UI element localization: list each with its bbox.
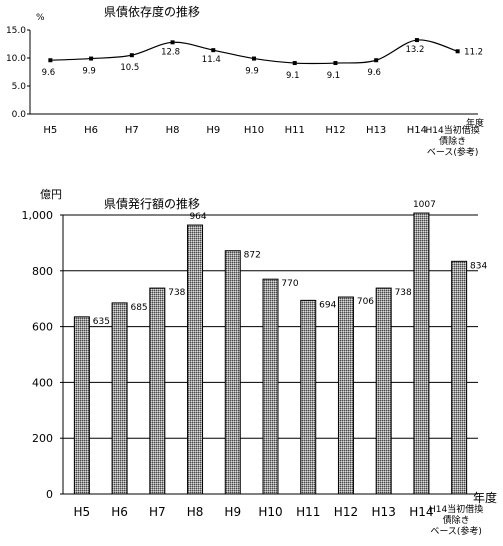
bar-chart-bar [413,212,430,495]
line-chart-point [374,58,379,63]
bar-chart-x-tick-label: H10 [258,505,282,519]
line-chart-point [455,49,460,54]
line-chart-data-label: 12.8 [161,47,180,57]
bar-chart-data-label: 694 [319,300,336,310]
bar-chart-x-unit-label: 年度 [473,490,497,505]
bar-chart-bar [111,302,128,495]
bar-chart-x-tick-label: H13 [372,505,396,519]
bar-chart-bar [224,250,241,495]
bar-chart-bar [375,287,392,495]
bar-chart-data-label: 834 [470,261,487,271]
bar-chart-data-label: 706 [357,297,374,307]
bar-chart-y-tick-label: 600 [32,321,53,334]
line-chart: 0.0 5.0 10.0 15.0 9.6 9.9 10.5 12.8 11.4 9.9 9.1 9.… [6,26,483,158]
line-chart-x-tick-label: H6 [84,125,98,136]
bar-chart-x-tick-label: H12 [334,505,358,519]
bar-chart-x-tick-label: H9 [224,505,241,519]
line-chart-x-tick-label: ベース(参考) [427,146,479,158]
bar-chart-y-tick-label: 0 [46,488,53,501]
bar-chart-bar [300,299,317,495]
line-chart-y-tick-label: 0.0 [12,110,27,120]
line-chart-point [414,38,419,43]
bar-chart-bar [451,260,468,495]
bar-chart-data-label: 635 [93,317,110,327]
line-chart-point [333,61,338,66]
line-chart-x-tick-label: 債除き [439,135,466,147]
line-chart-point [89,56,94,61]
bar-chart-data-label: 964 [189,212,206,222]
line-chart-x-tick-label: H10 [244,125,264,136]
line-chart-point [292,61,297,66]
bar-chart-unit-label: 億円 [40,188,62,201]
bar-chart: 0 200 400 600 800 1,000 635 685 738 964 872 770 694 7… [22,200,488,537]
bar-chart-y-tick-label: 800 [32,265,53,278]
line-chart-data-label: 10.5 [120,63,139,73]
line-chart-data-label: 9.9 [245,67,259,77]
line-chart-point [48,58,53,63]
bar-chart-data-label: 738 [168,288,185,298]
bar-chart-y-tick-label: 1,000 [22,209,54,222]
line-chart-x-tick-label: H14当初借換 [426,124,480,136]
bar-chart-bar [187,224,204,495]
line-chart-y-tick-label: 10.0 [6,54,26,64]
line-chart-point [211,48,216,53]
line-chart-data-label: 13.2 [405,45,424,55]
line-chart-x-tick-label: H9 [206,125,220,136]
bar-chart-title: 県債発行額の推移 [104,196,200,211]
line-chart-x-tick-label: H7 [125,125,139,136]
bar-chart-x-tick-label: H14 [409,505,433,519]
line-chart-data-label: 11.4 [202,55,221,65]
line-chart-x-tick-label: H11 [285,125,305,136]
bar-chart-data-label: 1007 [413,200,436,210]
bar-chart-bar [262,278,279,495]
bar-chart-x-tick-label: 債除き [443,514,470,526]
bar-chart-x-tick-label: H7 [149,505,166,519]
bar-chart-x-tick-label: H14当初借換 [429,503,483,515]
line-chart-unit-label: % [36,13,45,23]
line-chart-title: 県債依存度の推移 [104,4,200,19]
line-chart-x-tick-label: H13 [366,125,386,136]
line-chart-x-tick-label: H12 [325,125,345,136]
bar-chart-x-tick-label: H8 [187,505,204,519]
line-chart-point [252,56,256,61]
bar-chart-bar [337,296,354,495]
line-chart-x-tick-label: H8 [166,125,180,136]
line-chart-data-label: 9.1 [286,71,300,81]
bar-chart-x-tick-label: H11 [296,505,320,519]
line-chart-x-unit-label: 年度 [466,117,484,129]
line-chart-x-tick-label: H5 [43,125,57,136]
line-chart-point [129,53,134,58]
bar-chart-x-tick-label: H5 [74,505,91,519]
line-chart-y-tick-label: 15.0 [6,26,26,36]
line-chart-data-label: 9.6 [367,68,381,78]
bar-chart-data-label: 738 [395,288,412,298]
line-chart-data-label: 9.9 [82,67,96,77]
bar-chart-x-tick-label: H6 [111,505,128,519]
bar-chart-data-label: 685 [130,303,147,313]
line-chart-data-label: 9.1 [327,71,341,81]
line-chart-y-tick-label: 5.0 [12,82,27,92]
bar-chart-data-label: 872 [244,251,261,261]
bar-chart-y-tick-label: 200 [32,432,53,445]
line-chart-x-tick-label: H14 [407,125,427,136]
bar-chart-bar [149,287,166,495]
line-chart-point [170,40,175,45]
bar-chart-y-tick-label: 400 [32,376,53,389]
line-chart-data-label: 11.2 [464,47,483,57]
bar-chart-bar [73,316,90,495]
line-chart-data-label: 9.6 [42,68,56,78]
bar-chart-x-tick-label: ベース(参考) [430,525,482,537]
bar-chart-data-label: 770 [281,279,298,289]
